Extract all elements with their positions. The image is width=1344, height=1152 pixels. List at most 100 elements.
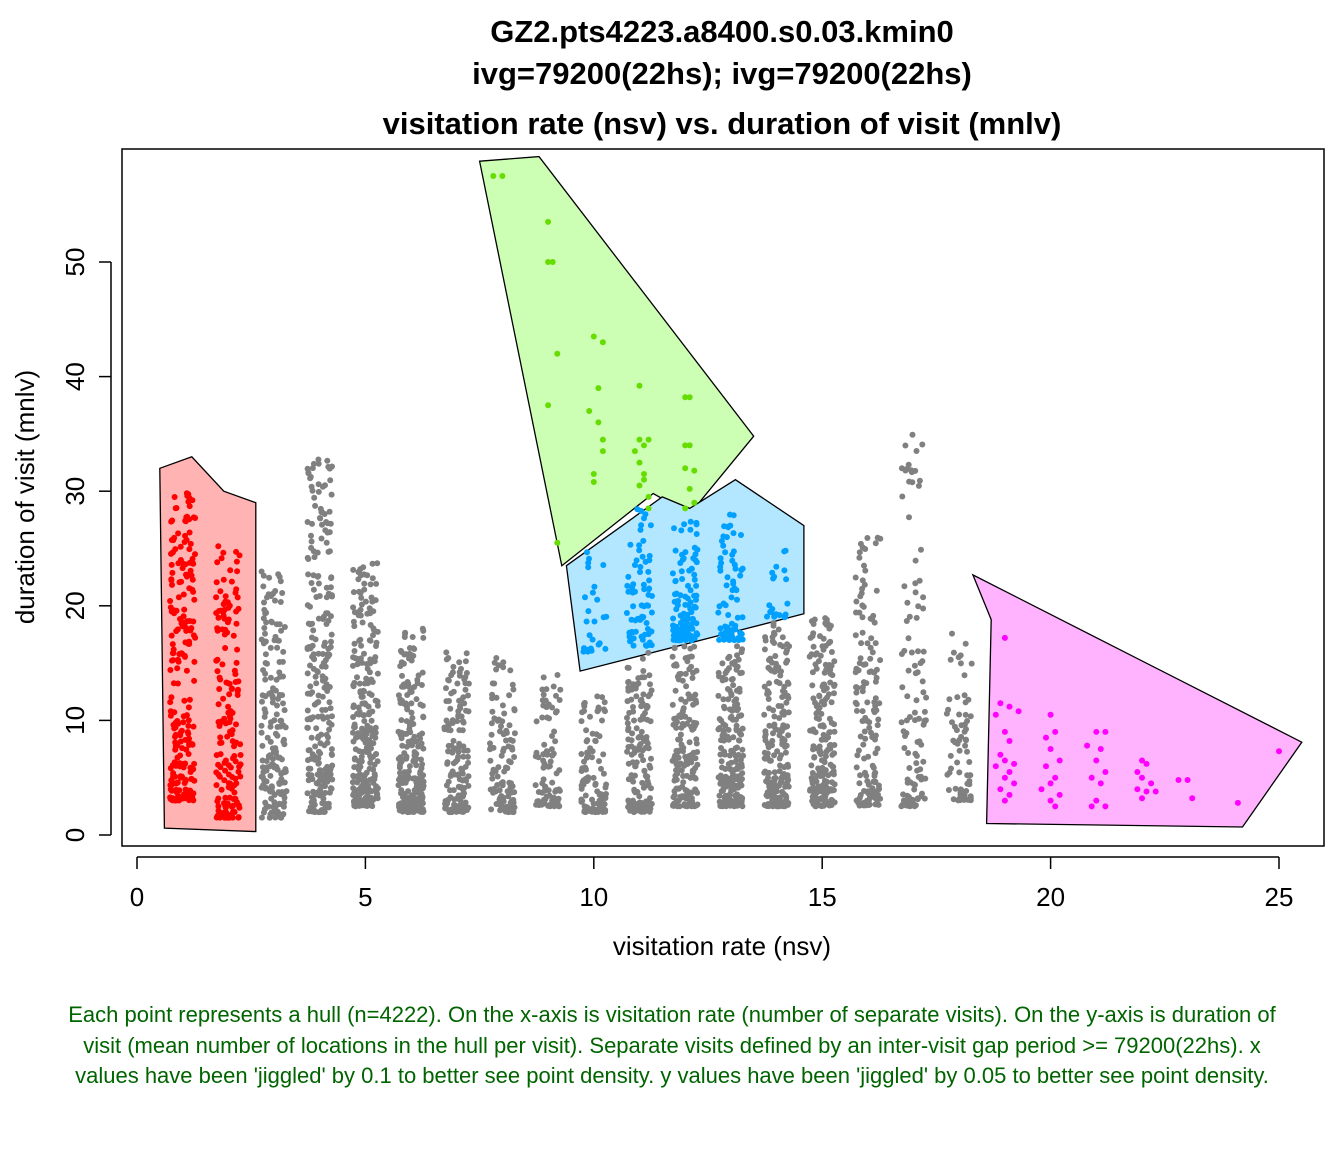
point bbox=[351, 623, 358, 630]
point bbox=[1139, 757, 1145, 764]
point bbox=[175, 530, 182, 537]
point bbox=[413, 775, 420, 782]
point bbox=[816, 692, 823, 699]
point bbox=[864, 640, 871, 647]
point bbox=[462, 658, 469, 665]
point bbox=[643, 734, 650, 740]
point bbox=[225, 604, 232, 611]
point bbox=[304, 554, 311, 561]
point bbox=[859, 708, 866, 715]
point bbox=[226, 794, 233, 801]
point bbox=[628, 616, 635, 623]
point bbox=[962, 640, 969, 647]
point bbox=[873, 666, 880, 673]
point bbox=[539, 789, 546, 796]
point bbox=[545, 802, 552, 809]
point bbox=[871, 709, 878, 716]
point bbox=[677, 670, 684, 677]
point bbox=[308, 532, 314, 539]
point bbox=[532, 782, 539, 789]
point bbox=[590, 800, 597, 807]
point bbox=[171, 610, 178, 617]
point bbox=[545, 218, 552, 225]
point bbox=[645, 807, 652, 814]
point bbox=[233, 620, 240, 627]
point bbox=[632, 801, 639, 807]
point bbox=[726, 665, 732, 672]
point bbox=[948, 765, 954, 772]
point bbox=[168, 561, 175, 568]
point bbox=[637, 563, 644, 570]
point bbox=[725, 523, 731, 530]
point bbox=[915, 648, 921, 655]
point bbox=[682, 593, 689, 600]
point bbox=[556, 697, 563, 703]
point bbox=[627, 541, 634, 548]
point bbox=[821, 734, 828, 741]
point bbox=[862, 735, 869, 742]
point bbox=[169, 795, 176, 802]
point bbox=[357, 636, 364, 643]
point bbox=[633, 693, 640, 700]
point bbox=[687, 774, 694, 781]
point bbox=[718, 538, 725, 544]
point bbox=[669, 570, 676, 577]
point bbox=[875, 716, 882, 723]
point bbox=[281, 736, 287, 743]
point bbox=[533, 749, 540, 756]
point bbox=[230, 632, 237, 639]
point bbox=[217, 588, 224, 595]
point bbox=[918, 546, 924, 553]
point bbox=[920, 689, 927, 696]
point bbox=[1093, 728, 1100, 735]
point bbox=[494, 782, 501, 788]
point bbox=[680, 779, 687, 786]
point bbox=[323, 539, 330, 546]
point bbox=[356, 748, 363, 755]
point bbox=[260, 583, 267, 590]
point bbox=[364, 665, 371, 672]
point bbox=[269, 699, 276, 706]
point bbox=[267, 753, 274, 760]
point bbox=[693, 531, 700, 537]
point bbox=[762, 731, 769, 738]
point bbox=[589, 589, 596, 596]
point bbox=[260, 638, 267, 645]
point bbox=[264, 594, 270, 601]
point bbox=[545, 701, 552, 708]
point bbox=[316, 593, 323, 599]
point bbox=[325, 548, 332, 555]
point bbox=[682, 625, 689, 631]
point bbox=[1143, 760, 1150, 767]
point bbox=[215, 614, 222, 621]
point bbox=[601, 706, 607, 713]
point bbox=[401, 700, 408, 707]
point bbox=[350, 566, 357, 573]
point bbox=[692, 755, 699, 762]
point bbox=[828, 662, 835, 669]
point bbox=[1011, 780, 1018, 787]
point bbox=[761, 646, 768, 653]
point bbox=[167, 699, 174, 706]
point bbox=[1052, 774, 1059, 781]
point bbox=[776, 715, 783, 721]
point bbox=[1038, 786, 1045, 793]
point bbox=[216, 773, 223, 780]
point bbox=[816, 743, 823, 750]
point bbox=[187, 764, 194, 771]
point bbox=[630, 708, 637, 715]
point bbox=[224, 733, 231, 740]
point bbox=[1189, 795, 1196, 802]
point bbox=[600, 614, 607, 621]
point bbox=[462, 686, 469, 693]
point bbox=[861, 728, 868, 735]
point bbox=[259, 698, 265, 705]
point bbox=[644, 702, 650, 709]
point bbox=[453, 795, 460, 802]
point bbox=[873, 674, 880, 681]
point bbox=[722, 670, 729, 676]
x-tick-label: 25 bbox=[1265, 882, 1294, 912]
point bbox=[509, 681, 516, 688]
y-tick-label: 30 bbox=[60, 477, 90, 506]
point bbox=[233, 659, 240, 666]
